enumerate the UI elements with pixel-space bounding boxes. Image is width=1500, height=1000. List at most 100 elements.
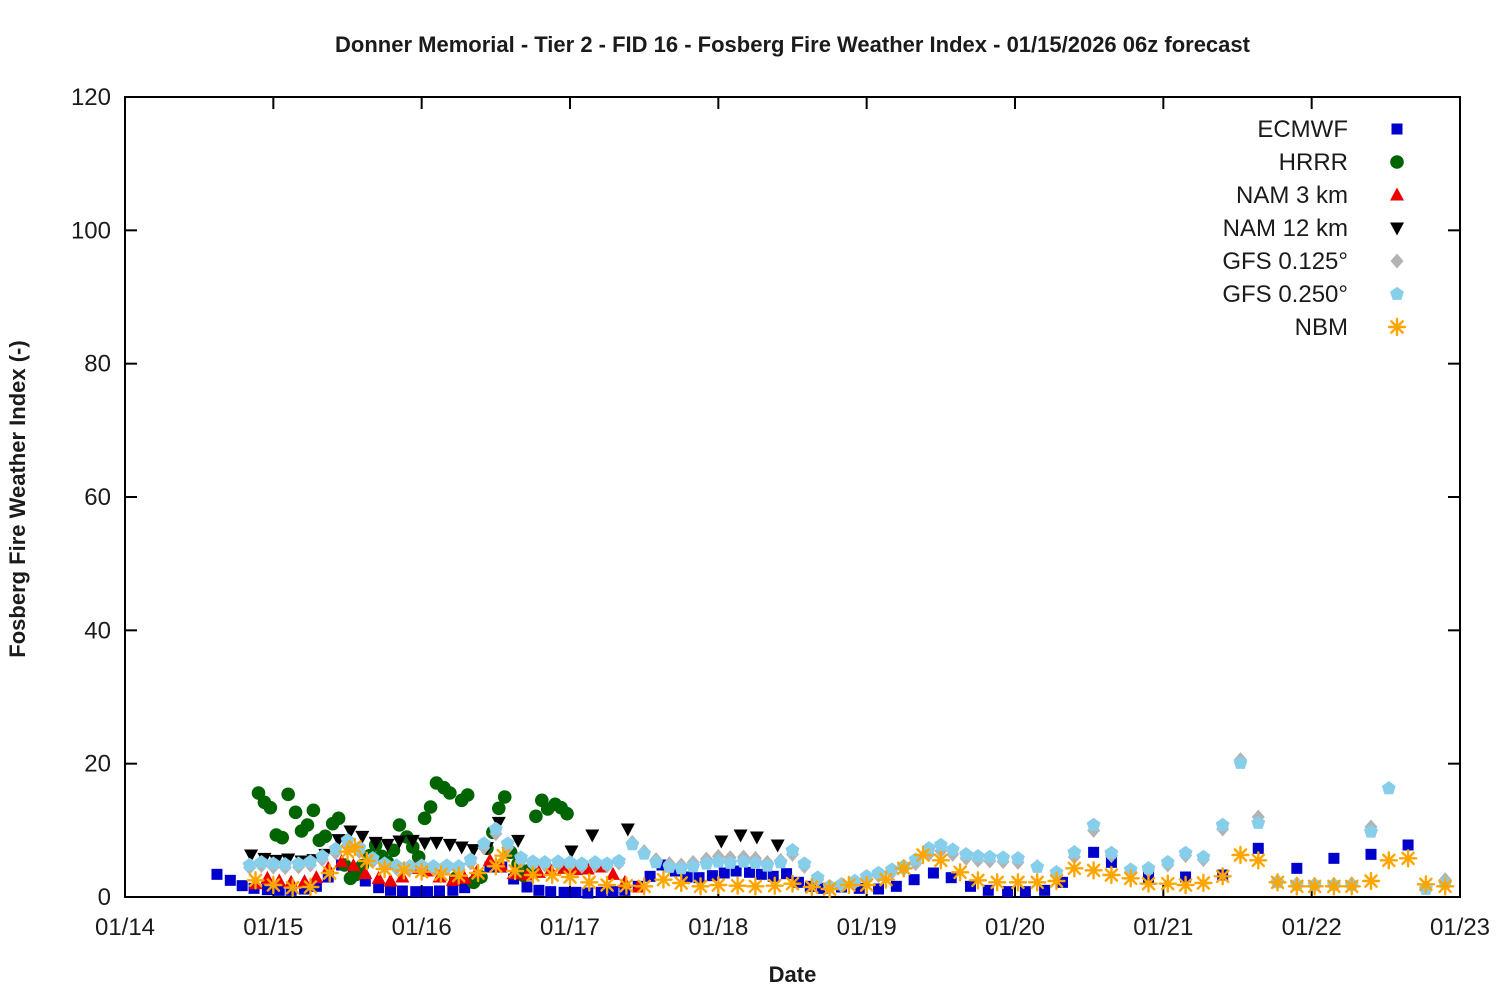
data-point-nbm — [1121, 869, 1140, 888]
data-point-ecmwf — [422, 886, 434, 898]
data-point-nbm — [783, 874, 802, 893]
data-point-gfs-0-250- — [525, 854, 540, 868]
data-point-ecmwf — [873, 883, 885, 895]
data-point-ecmwf — [521, 881, 533, 893]
data-point-gfs-0-250- — [1215, 817, 1230, 831]
asterisk-ray — [971, 873, 985, 888]
asterisk-ray — [842, 878, 856, 892]
data-point-ecmwf — [433, 885, 445, 897]
data-point-gfs-0-250- — [612, 853, 626, 867]
data-point-gfs-0-250- — [1011, 851, 1025, 865]
data-point-nam-12-km — [564, 845, 579, 859]
asterisk-ray — [1049, 874, 1064, 888]
asterisk-ray — [711, 878, 726, 892]
x-tick-label: 01/22 — [1282, 914, 1342, 941]
asterisk-ray — [1030, 875, 1045, 890]
asterisk-ray — [397, 863, 411, 878]
data-point-nbm — [1342, 877, 1361, 896]
data-point-ecmwf — [945, 872, 957, 884]
data-point-ecmwf — [1039, 884, 1051, 896]
data-point-nbm — [913, 845, 933, 865]
data-point-nbm — [345, 837, 365, 857]
data-point-nam-12-km — [429, 836, 444, 850]
data-point-ecmwf — [853, 882, 865, 894]
asterisk-ray — [1067, 861, 1082, 876]
chart-title: Donner Memorial - Tier 2 - FID 16 - Fosb… — [335, 32, 1250, 57]
x-tick-label: 01/14 — [95, 914, 155, 941]
data-point-nbm — [560, 867, 580, 887]
x-tick-label: 01/20 — [985, 914, 1045, 941]
data-point-nbm — [1065, 859, 1084, 878]
data-point-gfs-0-250- — [797, 856, 812, 870]
legend-marker-nbm — [1387, 317, 1407, 337]
data-point-gfs-0-250- — [723, 855, 738, 869]
asterisk-ray — [804, 880, 819, 894]
legend-label-nam-12-km: NAM 12 km — [1223, 215, 1348, 242]
legend-label-hrrr: HRRR — [1279, 149, 1348, 176]
asterisk-ray — [1381, 853, 1396, 868]
data-point-ecmwf — [322, 871, 334, 883]
data-point-gfs-0-250- — [1030, 859, 1045, 873]
data-point-nam-3-km — [445, 872, 460, 886]
data-point-hrrr — [497, 790, 512, 804]
data-point-hrrr — [331, 811, 346, 826]
x-tick-label: 01/23 — [1430, 914, 1490, 941]
asterisk-ray — [953, 865, 967, 880]
y-tick-label: 60 — [84, 484, 111, 511]
data-point-ecmwf — [236, 880, 248, 892]
asterisk-ray — [489, 859, 503, 874]
legend-marker-gfs-0-250- — [1390, 286, 1404, 300]
data-point-nbm — [580, 873, 599, 892]
data-point-ecmwf — [533, 884, 545, 896]
asterisk-ray — [1364, 874, 1378, 888]
data-point-gfs-0-250- — [711, 854, 726, 868]
data-point-gfs-0-250- — [600, 856, 615, 870]
data-point-ecmwf — [619, 884, 631, 896]
data-point-gfs-0-250- — [328, 841, 343, 855]
data-point-gfs-0-250- — [1196, 849, 1211, 863]
asterisk-ray — [322, 866, 337, 880]
data-point-hrrr — [392, 818, 407, 832]
data-point-gfs-0-250- — [625, 837, 640, 851]
y-tick-label: 40 — [84, 617, 111, 644]
data-point-nbm — [468, 863, 488, 883]
data-point-gfs-0-250- — [439, 858, 454, 872]
data-point-ecmwf — [211, 868, 223, 880]
data-point-nbm — [494, 846, 513, 865]
y-tick-label: 80 — [84, 351, 111, 378]
asterisk-ray — [1233, 848, 1248, 862]
data-point-gfs-0-250- — [1123, 862, 1138, 876]
legend-label-gfs-0-125-: GFS 0.125° — [1222, 248, 1348, 275]
data-point-gfs-0-250- — [996, 850, 1011, 864]
asterisk-ray — [266, 878, 281, 892]
asterisk-ray — [1215, 869, 1230, 884]
x-tick-label: 01/16 — [392, 914, 452, 941]
data-point-nam-12-km — [714, 835, 729, 849]
data-point-gfs-0-250- — [315, 849, 330, 863]
data-point-gfs-0-250- — [1141, 861, 1156, 875]
asterisk-ray — [582, 875, 597, 890]
data-point-nbm — [523, 865, 543, 885]
data-point-ecmwf — [558, 886, 570, 898]
data-point-nbm — [264, 875, 283, 895]
data-point-nam-12-km — [454, 841, 469, 855]
y-tick-label: 0 — [98, 884, 111, 911]
asterisk-ray — [451, 868, 466, 883]
data-point-hrrr — [443, 786, 457, 800]
asterisk-ray — [1270, 875, 1285, 890]
asterisk-ray — [414, 864, 429, 879]
data-point-nbm — [1435, 877, 1455, 896]
data-point-ecmwf — [595, 886, 607, 898]
legend-marker-nam-3-km — [1390, 187, 1404, 201]
data-point-gfs-0-250- — [303, 854, 318, 868]
data-point-gfs-0-250- — [1104, 845, 1119, 859]
data-point-gfs-0-250- — [699, 856, 714, 870]
data-point-ecmwf — [1056, 876, 1068, 888]
data-point-ecmwf — [545, 886, 557, 898]
asterisk-ray — [1086, 863, 1101, 878]
data-point-nbm — [449, 866, 468, 885]
data-point-hrrr — [281, 787, 295, 802]
asterisk-ray — [656, 872, 671, 887]
data-point-ecmwf — [359, 875, 371, 887]
